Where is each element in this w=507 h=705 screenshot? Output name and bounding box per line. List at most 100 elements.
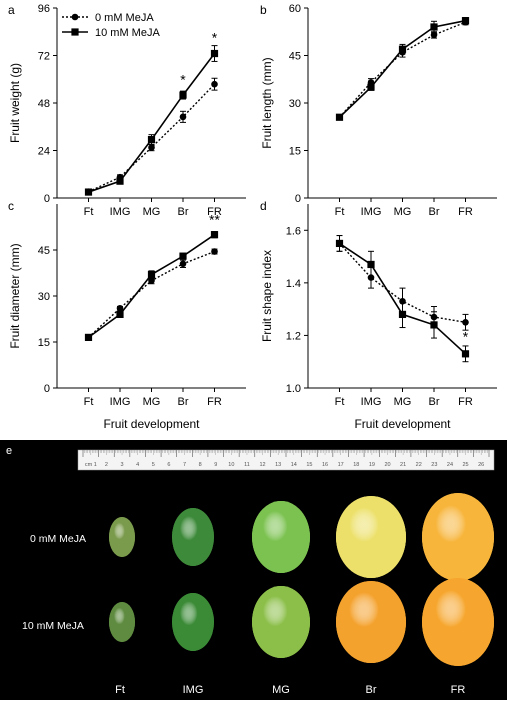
data-point-square — [335, 239, 344, 248]
data-point-circle — [211, 80, 218, 88]
fruit-row1-Ft — [109, 602, 135, 642]
ruler: cm 1 2 3 4 5 6 7 8 9 10 11 12 13 14 15 16 17 18 19 20 21 22 23… — [77, 449, 495, 471]
legend-marker-circle — [71, 13, 79, 21]
ruler-number: 3 — [121, 462, 124, 468]
x-tick-label: IMG — [110, 396, 131, 408]
x-tick-label: MG — [394, 206, 412, 218]
x-tick-label: IMG — [361, 206, 382, 218]
chart-panel-a: a 0 24 48 72 96 Ft IMG MG Br FR Fruit weight (g) * * 0… — [8, 3, 246, 218]
ruler-number: 21 — [400, 462, 406, 468]
stage-label: Ft — [115, 684, 125, 696]
series-line — [338, 19, 466, 118]
fruit-row1-FR — [422, 578, 494, 666]
chart-panel-b: b 0 15 30 45 60 Ft IMG MG Br FR Fruit length (mm) — [260, 3, 497, 218]
stage-label: Br — [366, 684, 377, 696]
x-tick-label: MG — [143, 396, 161, 408]
fruit-row1-Br — [336, 581, 406, 663]
data-point-circle — [430, 31, 438, 39]
data-point-square — [116, 310, 124, 318]
ruler-number: 6 — [167, 462, 170, 468]
x-tick-label: MG — [143, 206, 161, 218]
panel-letter: c — [8, 199, 14, 213]
y-tick-label: 30 — [38, 291, 50, 303]
y-tick-label: 1.4 — [286, 278, 301, 290]
ruler-number: 11 — [244, 462, 250, 468]
y-tick-label: 1.0 — [286, 383, 301, 395]
ruler-number: 4 — [136, 462, 139, 468]
data-point-square — [430, 23, 438, 31]
stage-label: IMG — [183, 684, 204, 696]
fruit-row0-Ft — [109, 517, 135, 557]
stage-label: MG — [272, 684, 290, 696]
x-tick-label: Ft — [84, 206, 94, 218]
ruler-number: 9 — [214, 462, 217, 468]
row-label-0mM: 0 mM MeJA — [30, 533, 86, 545]
data-point-square — [461, 17, 470, 25]
panel-letter: e — [6, 445, 12, 457]
ruler-number: 22 — [416, 462, 422, 468]
y-tick-label: 15 — [38, 337, 50, 349]
ruler-number: 16 — [322, 462, 328, 468]
significance-mark: * — [463, 329, 469, 345]
ruler-number: 7 — [183, 462, 186, 468]
y-tick-label: 15 — [289, 146, 301, 158]
ruler-number: 2 — [105, 462, 108, 468]
legend: 0 mM MeJA 10 mM MeJA — [62, 12, 160, 39]
series-line — [88, 53, 216, 193]
significance-mark: * — [180, 71, 186, 87]
data-point-circle — [179, 260, 187, 268]
ruler-number: 17 — [338, 462, 344, 468]
x-axis-label: Fruit development — [103, 417, 200, 431]
data-point-square — [84, 188, 93, 196]
x-tick-label: IMG — [110, 206, 131, 218]
stage-label: FR — [451, 684, 466, 696]
x-tick-label: IMG — [361, 396, 382, 408]
ruler-number: 20 — [384, 462, 390, 468]
y-tick-label: 96 — [38, 3, 50, 15]
panel-letter: a — [8, 3, 15, 17]
ruler-number: 10 — [228, 462, 234, 468]
data-point-square — [179, 252, 187, 260]
x-tick-label: MG — [394, 396, 412, 408]
fruit-row0-MG — [252, 501, 310, 573]
x-tick-label: Ft — [84, 396, 94, 408]
x-tick-label: Ft — [335, 396, 345, 408]
significance-mark: * — [212, 30, 218, 46]
x-tick-label: Br — [178, 396, 189, 408]
data-point-square — [461, 350, 470, 358]
y-tick-label: 30 — [289, 98, 301, 110]
data-point-circle — [116, 304, 124, 312]
x-tick-label: Br — [429, 396, 440, 408]
fruit-row0-Br — [336, 496, 406, 578]
data-point-circle — [179, 113, 187, 121]
ruler-number: 12 — [260, 462, 266, 468]
fruit-row1-IMG — [172, 593, 214, 651]
fruit-row1-MG — [252, 586, 310, 658]
legend-label: 10 mM MeJA — [95, 27, 160, 39]
data-point-circle — [148, 144, 155, 151]
y-axis-label: Fruit weight (g) — [8, 63, 22, 143]
y-tick-label: 45 — [38, 245, 50, 257]
data-point-circle — [148, 277, 155, 284]
data-point-square — [210, 49, 219, 58]
chart-panel-c: c 0 15 30 45 Ft IMG MG Br FR Fruit diameter (mm) Fr… — [8, 199, 246, 431]
ruler-number: cm 1 — [85, 462, 97, 468]
y-tick-label: 24 — [38, 146, 50, 158]
y-tick-label: 45 — [289, 51, 301, 63]
data-point-square — [398, 310, 407, 318]
data-point-square — [398, 45, 407, 53]
y-axis-label: Fruit length (mm) — [260, 57, 274, 148]
panel-letter: d — [260, 199, 267, 213]
series-line — [338, 21, 466, 118]
ruler-number: 13 — [275, 462, 281, 468]
x-tick-label: Br — [178, 206, 189, 218]
y-axis-label: Fruit diameter (mm) — [8, 243, 22, 348]
y-tick-label: 0 — [44, 383, 50, 395]
x-tick-label: FR — [207, 206, 222, 218]
y-tick-label: 0 — [44, 193, 50, 205]
fruit-row0-FR — [422, 493, 494, 581]
legend-label: 0 mM MeJA — [95, 12, 154, 24]
row-label-10mM: 10 mM MeJA — [22, 620, 84, 632]
data-point-square — [210, 231, 219, 239]
